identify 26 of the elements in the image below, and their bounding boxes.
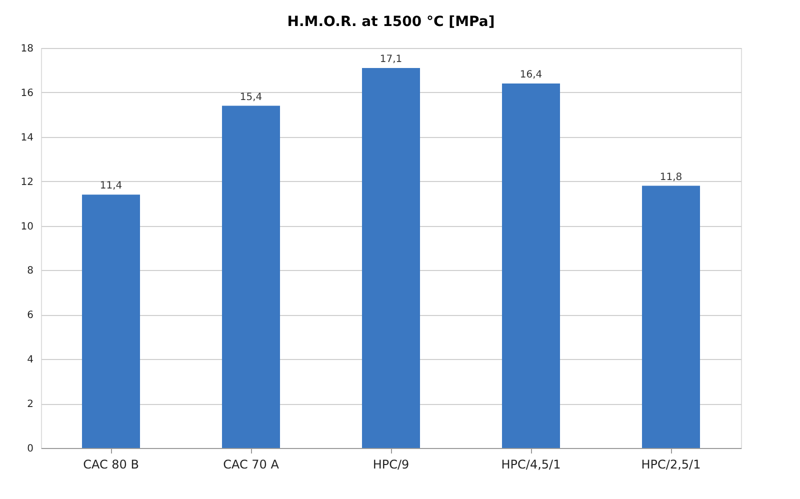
bar — [222, 106, 280, 448]
data-label: 15,4 — [240, 92, 262, 103]
bar — [642, 186, 700, 448]
data-label: 16,4 — [520, 70, 542, 81]
y-tick-label: 2 — [27, 399, 34, 410]
data-label: 11,8 — [660, 172, 682, 183]
y-tick-label: 18 — [20, 44, 34, 54]
chart-title: H.M.O.R. at 1500 °C [MPa] — [287, 14, 495, 30]
y-tick-label: 6 — [27, 310, 34, 322]
y-tick-label: 10 — [20, 221, 34, 232]
bar — [502, 84, 560, 448]
bar — [82, 194, 140, 448]
x-tick-label: CAC 70 A — [223, 458, 280, 472]
y-tick-label: 16 — [20, 88, 34, 99]
y-tick-label: 4 — [27, 354, 34, 366]
y-tick-label: 8 — [27, 266, 34, 277]
data-label: 17,1 — [380, 54, 402, 65]
bar — [362, 68, 420, 448]
x-tick-label: HPC/4,5/1 — [501, 458, 561, 472]
data-label: 11,4 — [100, 180, 122, 192]
y-tick-label: 14 — [20, 132, 34, 144]
y-tick-label: 12 — [20, 176, 34, 188]
x-tick-label: HPC/2,5/1 — [641, 458, 701, 472]
y-tick-label: 0 — [27, 444, 34, 454]
x-tick-label: HPC/9 — [372, 458, 410, 472]
x-tick-label: CAC 80 B — [83, 458, 139, 472]
